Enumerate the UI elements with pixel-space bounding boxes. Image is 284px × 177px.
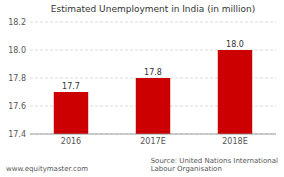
bar xyxy=(136,78,170,134)
data-label: 17.8 xyxy=(144,68,162,77)
bar xyxy=(218,50,252,134)
y-tick-label: 17.4 xyxy=(8,130,26,139)
chart: Estimated Unemployment in India (in mill… xyxy=(0,0,284,177)
bars xyxy=(54,50,252,134)
x-tick-label: 2017E xyxy=(140,137,165,146)
x-axis-line xyxy=(30,134,276,135)
grid-line xyxy=(30,22,276,23)
footer-left: www.equitymaster.com xyxy=(6,165,88,173)
y-tick-label: 17.6 xyxy=(8,102,26,111)
grid-line xyxy=(30,134,276,135)
y-tick-label: 17.8 xyxy=(8,74,26,83)
x-tick-label: 2018E xyxy=(222,137,247,146)
y-tick-label: 18.2 xyxy=(8,18,26,27)
data-label: 18.0 xyxy=(226,40,244,49)
y-tick-label: 18.0 xyxy=(8,46,26,55)
title: Estimated Unemployment in India (in mill… xyxy=(51,4,255,14)
footer-right: Source: United Nations InternationalLabo… xyxy=(151,157,278,174)
bar xyxy=(54,92,88,134)
x-tick-label: 2016 xyxy=(61,137,81,146)
data-label: 17.7 xyxy=(62,82,80,91)
